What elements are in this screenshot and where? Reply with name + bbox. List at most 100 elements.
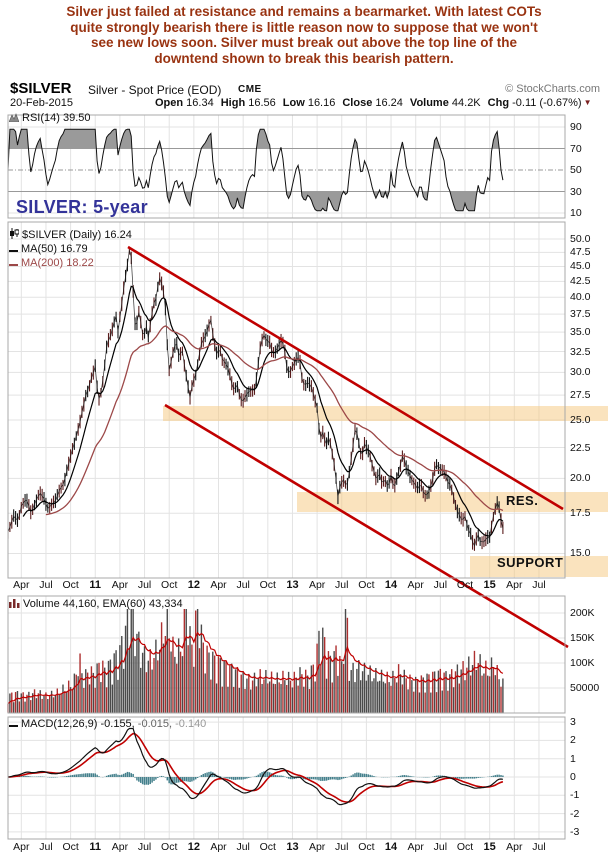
x-axis-tick: Apr [111, 579, 129, 591]
x-axis-tick: Jul [532, 841, 546, 853]
x-axis-tick: Apr [111, 841, 129, 853]
quote-value: 16.16 [304, 97, 336, 109]
commentary-line: see new lows soon. Silver must break out… [90, 35, 518, 50]
ma200-line-icon [9, 258, 18, 271]
rsi-axis-tick: 30 [570, 185, 582, 198]
rsi-series [7, 128, 565, 212]
x-axis-tick: 13 [286, 579, 299, 591]
price-legend-ma200-row: MA(200) 18.22 [9, 257, 132, 271]
annotation-bands [163, 406, 608, 577]
candlestick-icon [9, 228, 20, 243]
x-axis-tick: Apr [506, 841, 523, 853]
quote-value: 44.2K [448, 97, 481, 109]
x-axis-tick: 12 [187, 841, 200, 853]
price-axis-tick: 15.0 [570, 547, 591, 560]
price-candles [8, 246, 504, 551]
x-axis-tick: Oct [456, 841, 474, 853]
x-axis-tick: 11 [89, 841, 102, 853]
price-legend: $SILVER (Daily) 16.24 MA(50) 16.79 MA(20… [9, 228, 132, 271]
quote-label: Close [342, 97, 373, 109]
quote-row: 20-Feb-2015 Open 16.34 High 16.56 Low 16.16… [10, 97, 602, 109]
price-axis-tick: 37.5 [570, 308, 591, 321]
price-axis-tick: 40.0 [570, 291, 591, 304]
x-axis-tick: Oct [161, 579, 178, 591]
price-legend-symbol-row: $SILVER (Daily) 16.24 [9, 228, 132, 243]
quote-label: Chg [487, 97, 510, 109]
x-axis-tick: Jul [433, 579, 448, 591]
x-axis-tick: Apr [210, 841, 227, 853]
rsi-reference-lines [8, 148, 565, 192]
volume-axis-tick: 100K [570, 657, 595, 669]
chart-watermark: SILVER: 5-year [16, 197, 148, 217]
x-axis-tick: Oct [358, 841, 375, 853]
x-axis-tick: Apr [308, 841, 326, 853]
resistance-label: RES. [506, 493, 539, 508]
x-axis-tick: Jul [532, 579, 546, 591]
volume-axis-tick: 50000 [570, 682, 600, 694]
price-legend-ma200: MA(200) 18.22 [21, 257, 94, 269]
x-axis-tick: 14 [384, 579, 398, 591]
x-axis-tick: Oct [358, 579, 375, 591]
commentary-line: Silver just failed at resistance and rem… [66, 4, 542, 19]
x-axis-tick: 15 [483, 579, 496, 591]
symbol-title: $SILVER [10, 80, 72, 97]
macd-value-3: -0.140 [175, 718, 207, 730]
quote-date: 20-Feb-2015 [10, 97, 73, 109]
price-axis-tick: 25.0 [570, 414, 591, 427]
price-axis-tick: 50.0 [570, 232, 591, 245]
exchange-label: CME [238, 84, 262, 95]
x-axis-tick: 11 [89, 579, 102, 591]
macd-axis-tick: -3 [570, 825, 580, 838]
price-axis-tick: 35.0 [570, 326, 591, 339]
volume-axis-tick: 200K [570, 607, 595, 619]
macd-value-2: -0.015, [137, 718, 173, 730]
x-axis-tick: Apr [308, 579, 326, 591]
macd-axis-tick: 2 [570, 734, 576, 747]
x-axis-tick: Jul [335, 841, 349, 853]
macd-axis-tick: 1 [570, 752, 576, 765]
x-axis-tick: Oct [62, 579, 79, 591]
x-axis-tick: Jul [236, 579, 250, 591]
macd-value-1: -0.155, [100, 718, 135, 730]
quote-value: 16.56 [245, 97, 276, 109]
x-axis-tick: 12 [187, 579, 200, 591]
x-axis-tick: Oct [456, 579, 474, 591]
x-axis-tick: Jul [236, 841, 250, 853]
quote-value: 16.34 [183, 97, 214, 109]
price-axis-tick: 45.0 [570, 260, 591, 273]
price-axis-tick: 17.5 [570, 507, 591, 520]
x-axis-tick: Apr [13, 579, 30, 591]
price-axis-tick: 20.0 [570, 472, 591, 485]
commentary-text: Silver just failed at resistance and rem… [0, 4, 608, 66]
x-axis-tick: Oct [259, 841, 276, 853]
quote-label: Volume [409, 97, 449, 109]
symbol-description: Silver - Spot Price (EOD) [88, 83, 222, 97]
volume-series [7, 609, 504, 713]
x-axis-tick: Apr [13, 841, 30, 853]
histogram-icon [9, 598, 20, 612]
price-axis-tick: 22.5 [570, 441, 591, 454]
quote-label: Low [282, 97, 305, 109]
macd-axis-tick: 0 [570, 771, 576, 783]
ma50-line-icon [9, 244, 18, 257]
x-axis-tick: 13 [286, 841, 299, 853]
x-axis-tick: Jul [39, 579, 53, 591]
x-axis-tick: Apr [407, 841, 424, 853]
rsi-axis-tick: 10 [570, 207, 582, 219]
price-legend-ma50: MA(50) 16.79 [21, 243, 88, 255]
price-axis-tick: 47.5 [570, 246, 591, 259]
macd-legend: MACD(12,26,9) -0.155, -0.015, -0.140 [9, 718, 206, 732]
commentary-line: downtend shown to break this bearish pat… [154, 50, 454, 66]
macd-line-icon [9, 719, 18, 732]
x-axis-tick: 15 [483, 841, 496, 853]
grid-lines [8, 115, 565, 839]
x-axis-tick: Jul [137, 841, 152, 853]
x-axis-tick: Apr [506, 579, 523, 591]
x-axis-tick: Jul [335, 579, 349, 591]
price-axis-tick: 32.5 [570, 345, 591, 358]
macd-axis-tick: 3 [570, 716, 576, 729]
support-label: SUPPORT [497, 555, 564, 570]
x-axis-tick: Jul [433, 841, 448, 853]
